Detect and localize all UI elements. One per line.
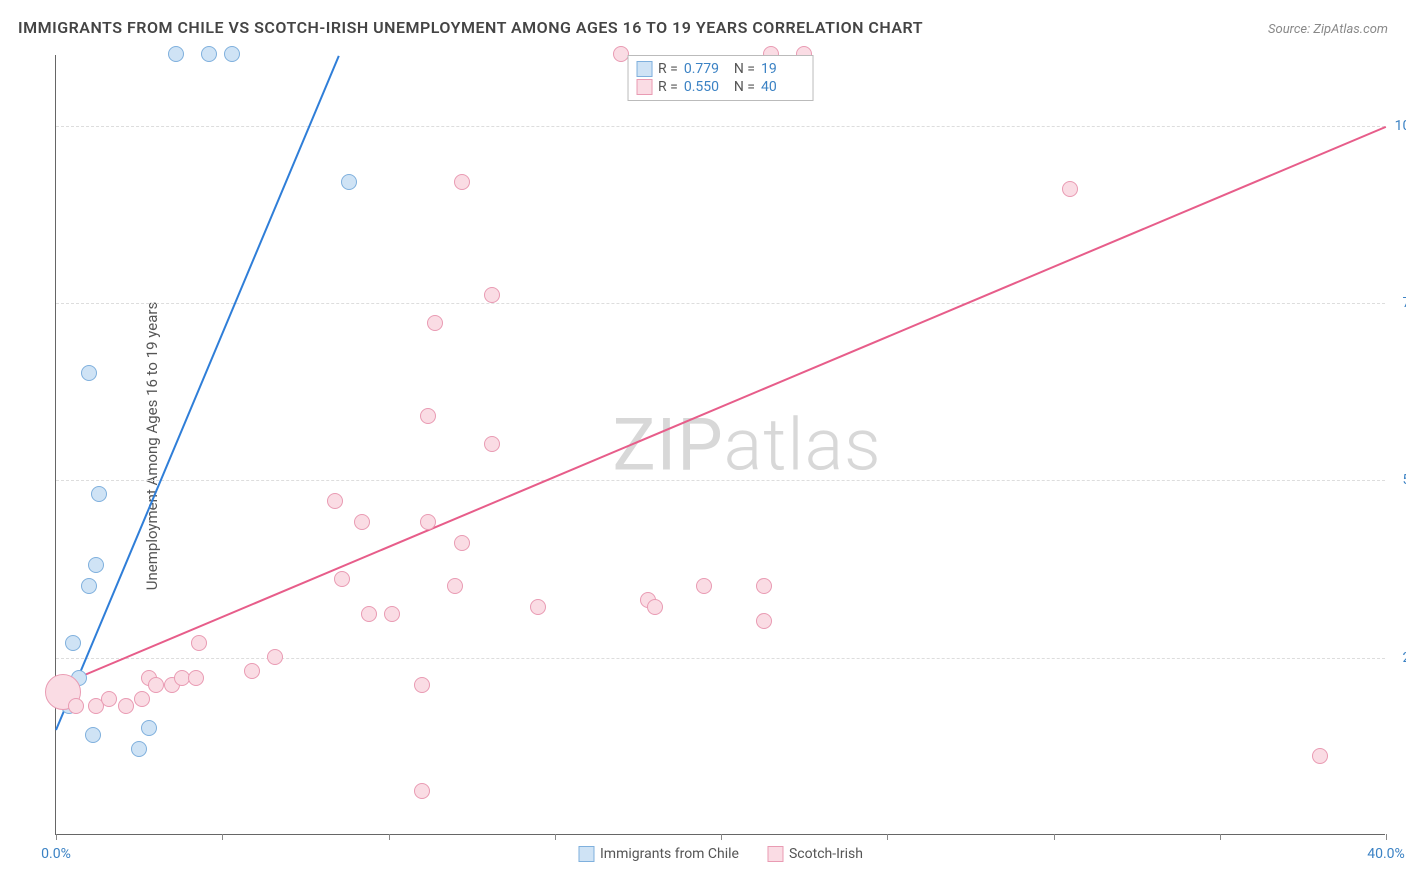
x-tick [721, 834, 722, 840]
data-point [530, 599, 546, 615]
legend-swatch-chile-icon [578, 846, 594, 862]
legend-item-chile: Immigrants from Chile [578, 846, 739, 862]
legend-n-value-2: 40 [761, 79, 805, 95]
legend-stats: R = 0.779 N = 19 R = 0.550 N = 40 [627, 55, 814, 101]
x-tick [555, 834, 556, 840]
regression-line [55, 56, 339, 730]
data-point [201, 46, 217, 62]
data-point [224, 46, 240, 62]
data-point [414, 783, 430, 799]
y-tick-label: 100.0% [1395, 118, 1406, 134]
data-point [420, 408, 436, 424]
legend-n-label: N = [734, 79, 755, 95]
gridline [56, 480, 1385, 481]
data-point [118, 698, 134, 714]
data-point [85, 727, 101, 743]
data-point [188, 670, 204, 686]
data-point [454, 535, 470, 551]
data-point [647, 599, 663, 615]
legend-r-value-2: 0.550 [684, 79, 728, 95]
data-point [427, 315, 443, 331]
data-point [81, 365, 97, 381]
watermark: ZIPatlas [612, 402, 881, 487]
legend-swatch-chile [636, 61, 652, 77]
data-point [484, 287, 500, 303]
legend-label-chile: Immigrants from Chile [600, 846, 739, 862]
data-point [244, 663, 260, 679]
legend-label-scotch: Scotch-Irish [789, 846, 863, 862]
x-tick [389, 834, 390, 840]
data-point [696, 578, 712, 594]
data-point [341, 174, 357, 190]
legend-r-label: R = [658, 79, 678, 95]
legend-n-label: N = [734, 61, 755, 77]
plot-area: ZIPatlas R = 0.779 N = 19 R = 0.550 N = … [55, 55, 1385, 835]
data-point [267, 649, 283, 665]
gridline [56, 658, 1385, 659]
data-point [447, 578, 463, 594]
data-point [1062, 181, 1078, 197]
x-tick [222, 834, 223, 840]
data-point [414, 677, 430, 693]
x-tick [1054, 834, 1055, 840]
y-tick-label: 75.0% [1402, 295, 1406, 311]
data-point [68, 698, 84, 714]
legend-item-scotch: Scotch-Irish [767, 846, 863, 862]
x-tick [1386, 834, 1387, 840]
data-point [354, 514, 370, 530]
regression-line [56, 126, 1387, 688]
data-point [756, 613, 772, 629]
data-point [384, 606, 400, 622]
chart-title: IMMIGRANTS FROM CHILE VS SCOTCH-IRISH UN… [18, 18, 923, 37]
legend-r-label: R = [658, 61, 678, 77]
data-point [141, 720, 157, 736]
data-point [454, 174, 470, 190]
data-point [420, 514, 436, 530]
x-tick [887, 834, 888, 840]
source-label: Source: ZipAtlas.com [1268, 22, 1388, 37]
data-point [327, 493, 343, 509]
data-point [191, 635, 207, 651]
data-point [134, 691, 150, 707]
x-tick-label: 0.0% [41, 846, 71, 862]
data-point [101, 691, 117, 707]
legend-swatch-scotch [636, 79, 652, 95]
x-tick-label: 40.0% [1367, 846, 1405, 862]
gridline [56, 303, 1385, 304]
data-point [91, 486, 107, 502]
legend-stats-row-1: R = 0.779 N = 19 [636, 60, 805, 78]
y-tick-label: 50.0% [1402, 472, 1406, 488]
data-point [81, 578, 97, 594]
data-point [334, 571, 350, 587]
data-point [756, 578, 772, 594]
legend-stats-row-2: R = 0.550 N = 40 [636, 78, 805, 96]
data-point [1312, 748, 1328, 764]
watermark-thin: atlas [724, 402, 882, 487]
y-tick-label: 25.0% [1402, 650, 1406, 666]
legend-r-value-1: 0.779 [684, 61, 728, 77]
gridline [56, 126, 1385, 127]
data-point [148, 677, 164, 693]
legend-n-value-1: 19 [761, 61, 805, 77]
data-point [88, 557, 104, 573]
data-point [65, 635, 81, 651]
data-point [131, 741, 147, 757]
x-tick [56, 834, 57, 840]
data-point [484, 436, 500, 452]
x-tick [1220, 834, 1221, 840]
legend-swatch-scotch-icon [767, 846, 783, 862]
data-point [168, 46, 184, 62]
data-point [361, 606, 377, 622]
legend-series: Immigrants from Chile Scotch-Irish [578, 846, 863, 862]
